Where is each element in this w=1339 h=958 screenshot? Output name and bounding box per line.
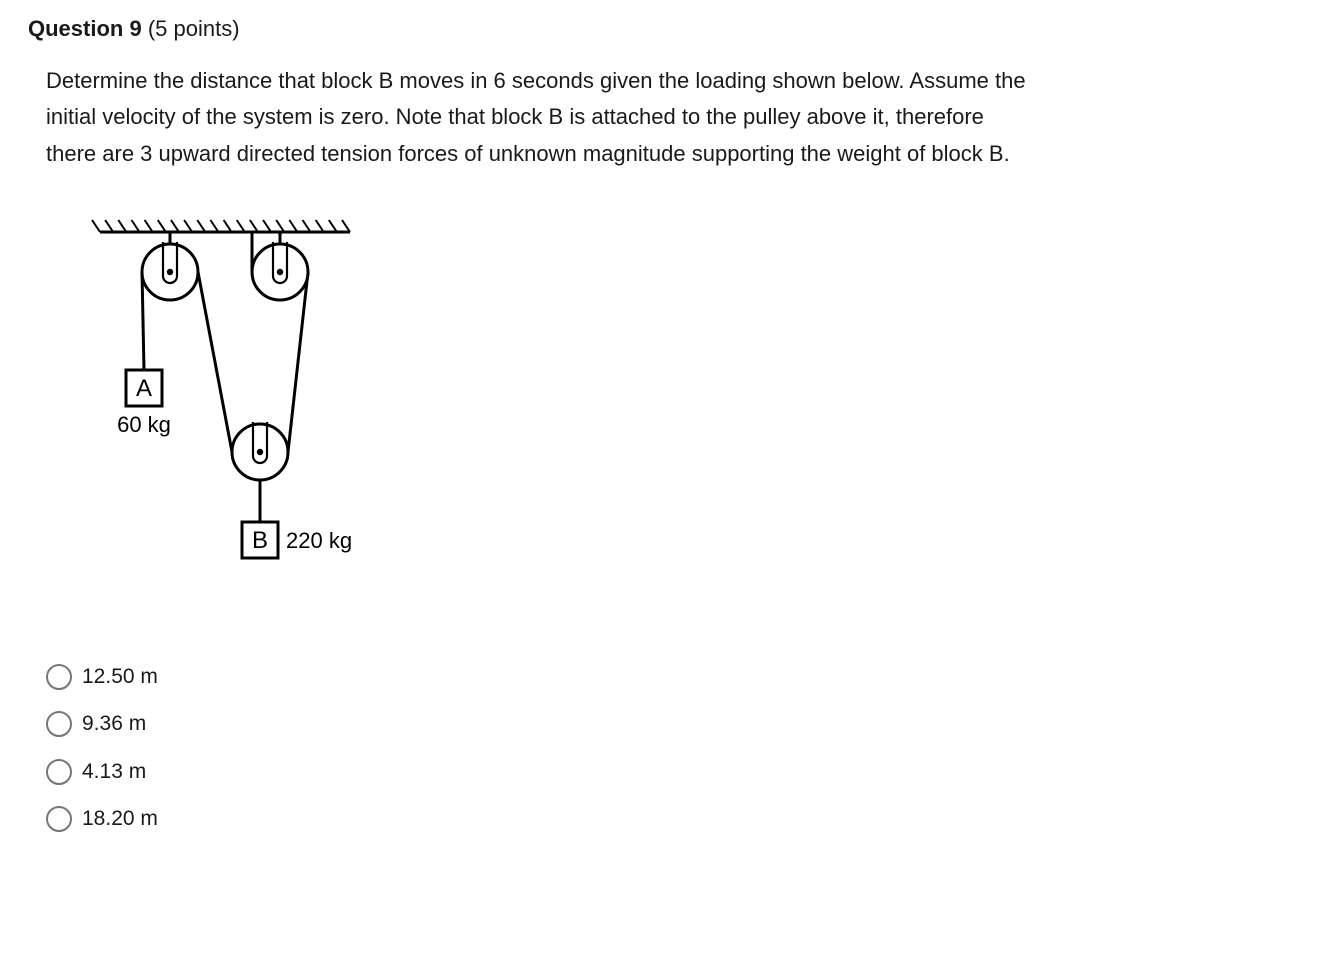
question-header: Question 9 (5 points) <box>28 12 1311 45</box>
option-label: 9.36 m <box>82 708 146 740</box>
question-number: Question 9 <box>28 16 142 41</box>
option-a[interactable]: 12.50 m <box>46 661 1311 693</box>
radio-icon[interactable] <box>46 664 72 690</box>
option-d[interactable]: 18.20 m <box>46 803 1311 835</box>
answer-options: 12.50 m 9.36 m 4.13 m 18.20 m <box>46 661 1311 835</box>
radio-icon[interactable] <box>46 759 72 785</box>
option-label: 12.50 m <box>82 661 158 693</box>
option-c[interactable]: 4.13 m <box>46 756 1311 788</box>
question-prompt: Determine the distance that block B move… <box>46 63 1026 172</box>
pulley-svg: A 60 kg B 220 kg <box>80 212 400 592</box>
svg-text:220 kg: 220 kg <box>286 528 352 553</box>
radio-icon[interactable] <box>46 711 72 737</box>
option-b[interactable]: 9.36 m <box>46 708 1311 740</box>
pulley-diagram: A 60 kg B 220 kg <box>80 212 1311 601</box>
svg-text:A: A <box>136 375 152 402</box>
svg-text:B: B <box>252 527 268 554</box>
svg-text:60 kg: 60 kg <box>117 412 171 437</box>
question-points: (5 points) <box>148 16 240 41</box>
option-label: 4.13 m <box>82 756 146 788</box>
radio-icon[interactable] <box>46 806 72 832</box>
option-label: 18.20 m <box>82 803 158 835</box>
